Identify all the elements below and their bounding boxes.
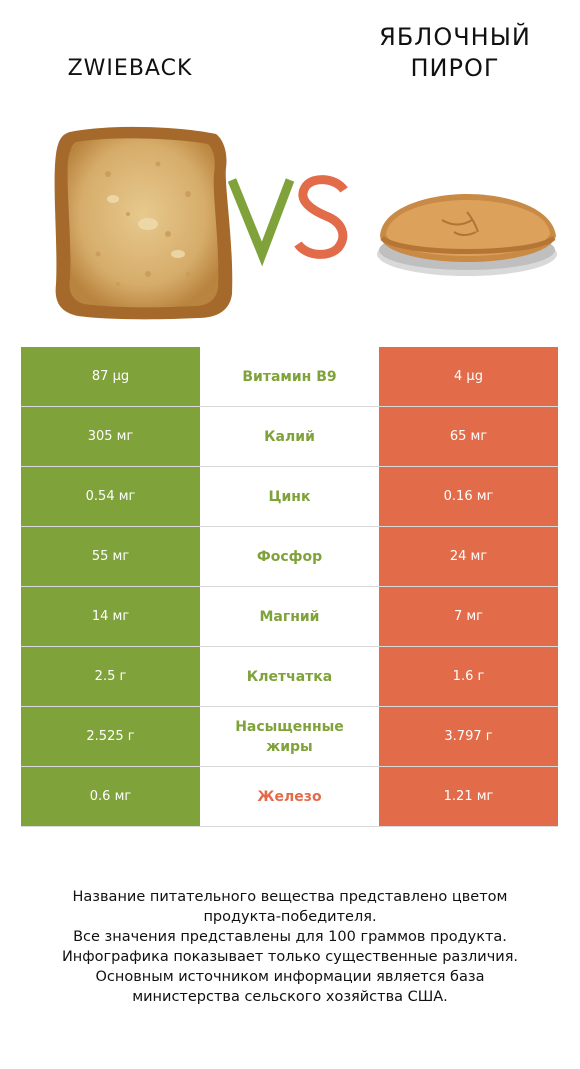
table-row: 55 мг Фосфор 24 мг — [21, 527, 558, 587]
right-value: 24 мг — [379, 527, 558, 586]
zwieback-image — [54, 126, 233, 320]
left-value: 87 µg — [21, 347, 200, 406]
table-row: 87 µg Витамин B9 4 µg — [21, 347, 558, 407]
right-value: 0.16 мг — [379, 467, 558, 526]
left-value: 0.54 мг — [21, 467, 200, 526]
right-value: 3.797 г — [379, 707, 558, 766]
left-value: 2.5 г — [21, 647, 200, 706]
row-divider — [21, 526, 558, 527]
footnote-line: Инфографика показывает только существенн… — [61, 949, 519, 965]
footnote-line: продукта-победителя. — [203, 909, 377, 925]
left-value: 55 мг — [21, 527, 200, 586]
right-value: 65 мг — [379, 407, 558, 466]
row-divider — [21, 466, 558, 467]
row-divider — [21, 826, 558, 827]
nutrient-name: Калий — [200, 407, 379, 466]
nutrient-name: Железо — [200, 767, 379, 826]
footnote-line: министерства сельского хозяйства США. — [132, 989, 448, 1005]
right-title-line1: ЯБЛОЧНЫЙ — [379, 23, 531, 51]
table-row: 305 мг Калий 65 мг — [21, 407, 558, 467]
right-value: 1.21 мг — [379, 767, 558, 826]
row-divider — [21, 706, 558, 707]
right-product-title: ЯБЛОЧНЫЙ ПИРОГ — [340, 22, 570, 84]
vs-label — [228, 175, 348, 267]
table-row: 14 мг Магний 7 мг — [21, 587, 558, 647]
footnote-line: Все значения представлены для 100 граммо… — [73, 929, 507, 945]
nutrient-name: Цинк — [200, 467, 379, 526]
row-divider — [21, 766, 558, 767]
left-product-title: ZWIEBACK — [67, 56, 193, 81]
left-value: 0.6 мг — [21, 767, 200, 826]
nutrient-name: Фосфор — [200, 527, 379, 586]
right-title-line2: ПИРОГ — [410, 54, 500, 82]
table-row: 0.54 мг Цинк 0.16 мг — [21, 467, 558, 527]
apple-pie-image — [377, 194, 557, 276]
right-value: 7 мг — [379, 587, 558, 646]
right-value: 1.6 г — [379, 647, 558, 706]
right-value: 4 µg — [379, 347, 558, 406]
row-divider — [21, 586, 558, 587]
nutrient-name: Витамин B9 — [200, 347, 379, 406]
table-row: 2.525 г Насыщенные жиры 3.797 г — [21, 707, 558, 767]
nutrient-name: Магний — [200, 587, 379, 646]
footnote: Название питательного вещества представл… — [30, 887, 550, 1007]
left-value: 2.525 г — [21, 707, 200, 766]
left-value: 305 мг — [21, 407, 200, 466]
row-divider — [21, 406, 558, 407]
table-row: 0.6 мг Железо 1.21 мг — [21, 767, 558, 827]
row-divider — [21, 646, 558, 647]
comparison-table: 87 µg Витамин B9 4 µg 305 мг Калий 65 мг… — [21, 347, 558, 827]
nutrient-name: Насыщенные жиры — [200, 707, 379, 766]
footnote-line: Название питательного вещества представл… — [72, 889, 508, 905]
nutrient-name: Клетчатка — [200, 647, 379, 706]
table-row: 2.5 г Клетчатка 1.6 г — [21, 647, 558, 707]
left-value: 14 мг — [21, 587, 200, 646]
footnote-line: Основным источником информации является … — [95, 969, 485, 985]
